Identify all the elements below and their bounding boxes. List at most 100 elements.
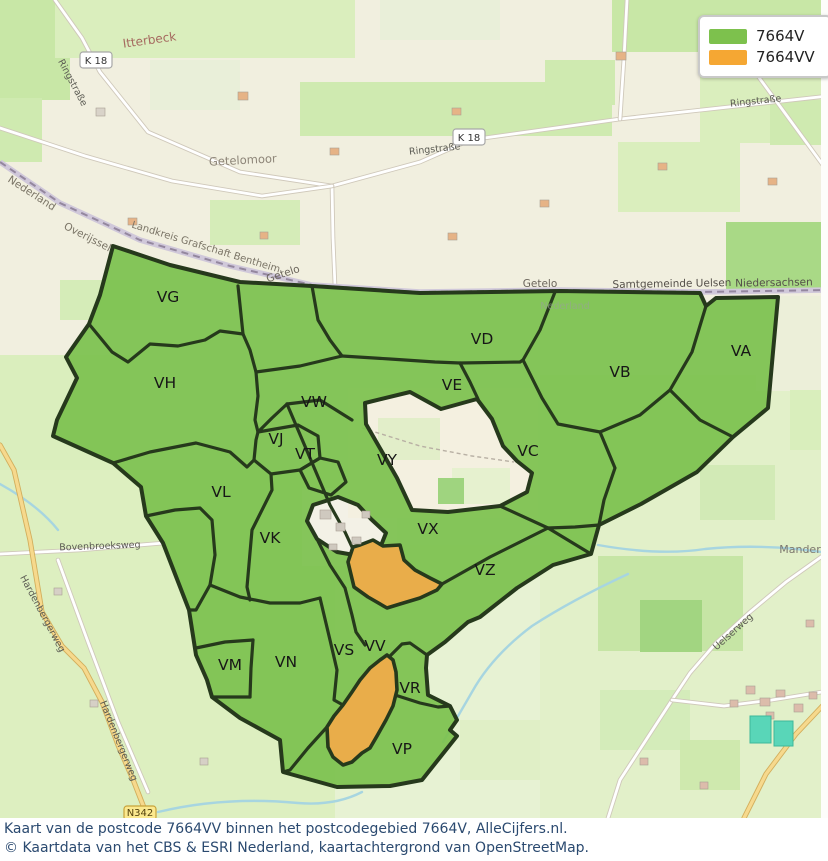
subregion-border: [318, 596, 345, 707]
building: [451, 107, 462, 116]
stream: [441, 572, 630, 744]
legend-label: 7664V: [756, 27, 805, 45]
subregion-border: [111, 441, 256, 469]
region-label-VA: VA: [731, 342, 752, 360]
subregion-border: [281, 725, 329, 774]
building: [89, 699, 99, 708]
subregion-border: [521, 290, 557, 362]
region-label-VP: VP: [392, 740, 412, 758]
road: [53, 0, 334, 188]
road: [753, 70, 828, 174]
subregion-border: [236, 284, 245, 336]
landuse-patch: [726, 222, 828, 290]
road-label: Bovenbroeksweg: [59, 540, 141, 554]
place-label: Getelo: [523, 278, 558, 290]
region-label-VG: VG: [157, 288, 180, 306]
subregion-border: [285, 398, 354, 422]
route-badge-label: K 18: [85, 56, 107, 67]
building: [335, 522, 346, 532]
route-badge: [123, 805, 157, 818]
region-label-VZ: VZ: [474, 561, 495, 579]
building: [793, 703, 804, 713]
region-label-VS: VS: [334, 641, 354, 659]
road-yellow: [0, 443, 150, 818]
region-label-VB: VB: [609, 363, 630, 381]
place-label: Getelomoor: [209, 151, 278, 169]
legend-item-7664v: 7664V: [709, 27, 821, 45]
place-label: Niedersachsen: [735, 276, 813, 289]
region-label-VH: VH: [154, 374, 176, 392]
region-label-VV: VV: [364, 637, 386, 655]
stream: [596, 543, 828, 555]
building: [319, 509, 332, 520]
subregion-border: [245, 472, 274, 602]
building: [328, 543, 338, 551]
subregion-border: [521, 358, 602, 434]
building: [767, 177, 778, 186]
building: [657, 162, 668, 171]
landuse-patch: [380, 0, 500, 40]
landuse-patch: [640, 600, 702, 652]
region-label-VN: VN: [275, 653, 297, 671]
building: [199, 757, 209, 766]
landuse-patch: [460, 720, 540, 780]
road: [330, 184, 337, 288]
building: [329, 147, 340, 156]
road-label: Ringstraße: [409, 141, 462, 157]
region-label-VE: VE: [442, 376, 462, 394]
region-label-VX: VX: [417, 520, 439, 538]
subregion-border: [208, 583, 322, 605]
postcode-area-7664VV: [325, 653, 399, 767]
landuse-patch: [545, 60, 615, 105]
building: [699, 781, 709, 790]
landuse-patch: [700, 465, 775, 520]
postcode-area-7664VV: [346, 538, 444, 610]
building: [615, 51, 627, 61]
caption-line-1: Kaart van de postcode 7664VV binnen het …: [4, 821, 568, 837]
legend-item-7664vv: 7664VV: [709, 48, 821, 66]
place-label: Samtgemeinde Uelsen: [612, 277, 731, 291]
sports-field: [773, 720, 794, 747]
building: [53, 587, 63, 596]
road: [0, 126, 334, 198]
building: [351, 536, 362, 545]
track-path: [361, 427, 515, 463]
subregion-border: [388, 641, 429, 658]
landuse-patch: [55, 0, 355, 58]
building: [639, 757, 649, 766]
subregion-border: [440, 526, 550, 586]
map-edge-strip: [821, 0, 828, 818]
subregion-border: [298, 456, 348, 497]
legend-swatch-green: [709, 28, 747, 44]
route-badge-label: K 18: [458, 133, 480, 144]
route-badge-label: N342: [127, 808, 154, 818]
region-label-VR: VR: [399, 679, 421, 697]
building: [539, 199, 550, 208]
region-label-VJ: VJ: [268, 430, 283, 448]
road-label: Ringstraße: [730, 93, 783, 109]
subregion-border: [458, 361, 480, 401]
region-label-VW: VW: [301, 393, 327, 411]
building: [259, 231, 269, 240]
subregion-border: [254, 354, 344, 374]
road-yellow: [742, 698, 828, 818]
subregion-border: [546, 523, 601, 530]
subregion-border: [597, 430, 617, 527]
legend-swatch-orange: [709, 49, 747, 65]
building: [729, 699, 739, 708]
legend-label: 7664VV: [756, 48, 815, 66]
subregion-border: [248, 638, 255, 699]
road: [670, 689, 828, 708]
region-label-VD: VD: [471, 330, 494, 348]
country-watermark: Nederland: [540, 301, 589, 312]
subregion-border: [285, 402, 354, 549]
subregion-border: [241, 332, 258, 374]
landuse-patch: [438, 478, 464, 504]
region-label-VC: VC: [517, 442, 538, 460]
landuse-patch: [618, 142, 740, 212]
map-canvas: Nederland Itterbeck Getelomoor Getelo Getelo…: [0, 0, 828, 818]
landuse-patch: [210, 200, 300, 245]
region-label-VT: VT: [295, 445, 316, 463]
